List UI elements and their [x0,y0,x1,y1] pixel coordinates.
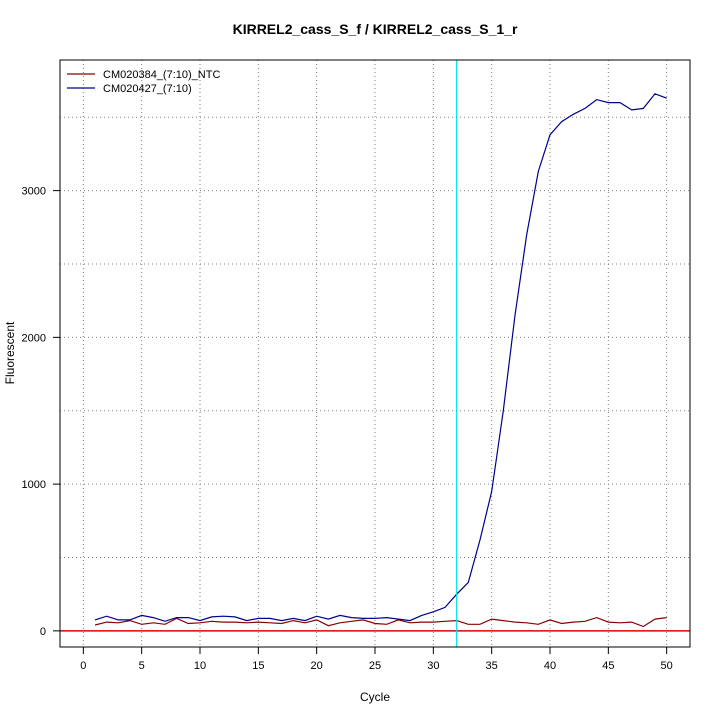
legend: CM020384_(7:10)_NTC CM020427_(7:10) [67,69,220,95]
x-tick-label: 50 [661,660,673,672]
x-tick-label: 5 [139,660,145,672]
y-axis-label: Fluorescent [3,321,17,384]
chart-title: KIRREL2_cass_S_f / KIRREL2_cass_S_1_r [233,21,518,37]
x-tick-label: 20 [311,660,323,672]
y-axis: 0 1000 2000 3000 [22,186,60,638]
series-line-1 [94,616,667,628]
series-line-2 [94,93,667,622]
x-tick-label: 25 [369,660,381,672]
y-tick-label: 2000 [22,332,46,344]
grid [60,60,690,647]
x-tick-label: 35 [486,660,498,672]
x-tick-label: 45 [602,660,614,672]
series-group [94,93,667,628]
legend-label-2: CM020427_(7:10) [103,83,192,95]
y-tick-label: 1000 [22,479,46,491]
legend-label-1: CM020384_(7:10)_NTC [103,69,220,81]
y-tick-label: 3000 [22,186,46,198]
x-tick-label: 40 [544,660,556,672]
x-tick-label: 15 [252,660,264,672]
x-axis-label: Cycle [360,690,390,704]
y-tick-label: 0 [40,626,46,638]
x-axis: 0 5 10 15 20 25 30 35 40 45 50 [80,646,673,672]
x-tick-label: 10 [194,660,206,672]
x-tick-label: 30 [427,660,439,672]
x-tick-label: 0 [80,660,86,672]
